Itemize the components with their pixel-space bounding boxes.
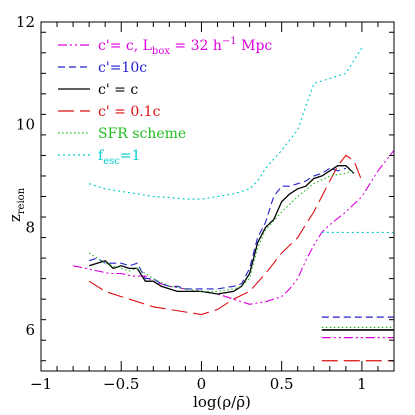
y-axis-title: zreion xyxy=(6,187,27,222)
y-tick-label: 6 xyxy=(25,321,35,339)
legend-label-5: fesc=1 xyxy=(98,148,140,167)
y-axis-label-main: z xyxy=(6,214,24,222)
x-axis-label: log(ρ/ρ̄) xyxy=(193,393,251,411)
axis-layer: −1 −0.5 0 0.5 1 6 8 10 12 xyxy=(16,13,395,393)
legend-label-2: c' = c xyxy=(98,82,138,98)
legend-label-0: c'= c, Lbox = 32 h−1 Mpc xyxy=(98,36,272,57)
x-tick-label: −1 xyxy=(30,375,52,393)
legend-label-1: c'=10c xyxy=(98,60,147,76)
y-tick-label: 12 xyxy=(16,13,35,31)
legend: c'= c, Lbox = 32 h−1 Mpc c'=10c c' = c c' =… xyxy=(58,36,272,167)
y-tick-label: 10 xyxy=(16,116,35,134)
series-line-1 xyxy=(88,167,347,290)
series-line-0 xyxy=(72,149,395,305)
x-tick-label: −0.5 xyxy=(103,375,139,393)
series-line-4 xyxy=(88,170,355,292)
svg-text:zreion: zreion xyxy=(6,187,27,222)
series-line-2 xyxy=(88,165,355,295)
x-tick-label: 0 xyxy=(197,375,207,393)
legend-label-3: c' = 0.1c xyxy=(98,104,161,120)
series-line-3 xyxy=(88,154,363,316)
y-tick-label: 8 xyxy=(25,218,35,236)
series-line-5 xyxy=(88,47,363,200)
y-axis-label-sub: reion xyxy=(16,187,27,214)
x-tick-label: 1 xyxy=(357,375,367,393)
legend-label-4: SFR scheme xyxy=(98,126,186,142)
x-tick-label: 0.5 xyxy=(270,375,294,393)
x-axis-title: log(ρ/ρ̄) xyxy=(193,393,251,411)
series-layer xyxy=(72,47,395,362)
